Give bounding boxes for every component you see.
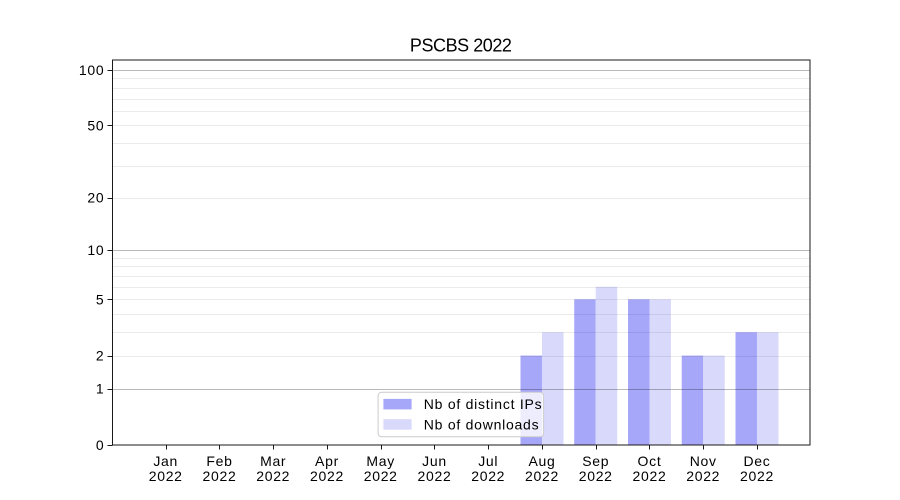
svg-text:2022: 2022 (633, 468, 667, 484)
svg-text:Oct: Oct (638, 453, 662, 469)
svg-text:2022: 2022 (149, 468, 183, 484)
svg-text:0: 0 (96, 437, 105, 453)
svg-text:2022: 2022 (256, 468, 290, 484)
svg-text:Aug: Aug (528, 453, 555, 469)
svg-text:Nb of downloads: Nb of downloads (424, 416, 540, 432)
svg-text:Jun: Jun (422, 453, 447, 469)
svg-text:20: 20 (87, 190, 104, 206)
svg-text:2022: 2022 (418, 468, 452, 484)
svg-text:2: 2 (96, 348, 105, 364)
svg-text:Nb of distinct IPs: Nb of distinct IPs (424, 396, 543, 412)
svg-text:2022: 2022 (471, 468, 505, 484)
svg-text:Dec: Dec (744, 453, 771, 469)
svg-text:50: 50 (87, 118, 104, 134)
svg-text:Nov: Nov (690, 453, 717, 469)
svg-text:10: 10 (87, 242, 104, 258)
svg-text:2022: 2022 (310, 468, 344, 484)
svg-text:PSCBS 2022: PSCBS 2022 (410, 36, 512, 56)
svg-text:Apr: Apr (315, 453, 339, 469)
svg-text:Jul: Jul (478, 453, 498, 469)
svg-text:Jan: Jan (153, 453, 178, 469)
svg-text:2022: 2022 (525, 468, 559, 484)
svg-text:100: 100 (79, 62, 104, 78)
svg-text:5: 5 (96, 291, 105, 307)
svg-text:May: May (366, 453, 395, 469)
svg-text:2022: 2022 (740, 468, 774, 484)
svg-text:Sep: Sep (582, 453, 609, 469)
svg-text:2022: 2022 (364, 468, 398, 484)
svg-text:Feb: Feb (206, 453, 232, 469)
svg-text:2022: 2022 (579, 468, 613, 484)
svg-text:1: 1 (96, 381, 105, 397)
svg-text:Mar: Mar (260, 453, 286, 469)
svg-text:2022: 2022 (203, 468, 237, 484)
svg-text:2022: 2022 (686, 468, 720, 484)
